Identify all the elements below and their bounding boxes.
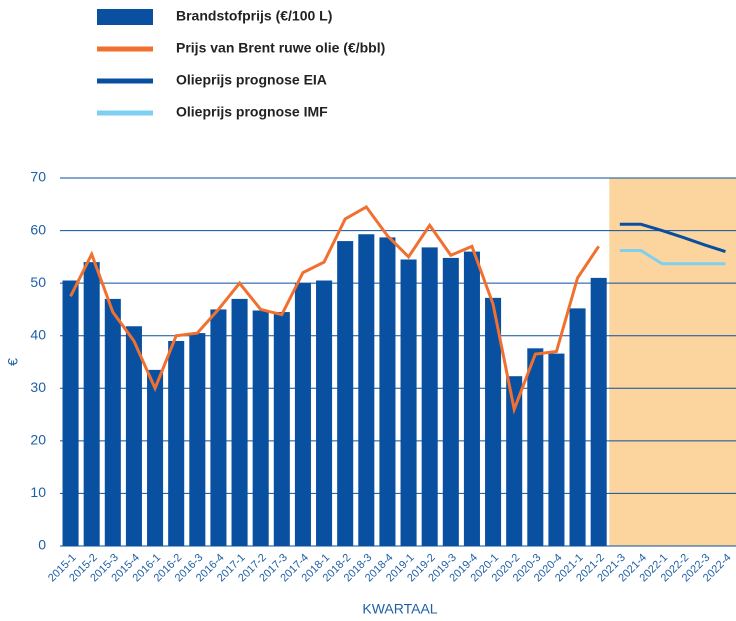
bar <box>379 237 396 547</box>
legend-label: Prijs van Brent ruwe olie (€/bbl) <box>176 40 385 56</box>
bar <box>231 298 248 546</box>
bar <box>104 298 121 546</box>
legend-label: Olieprijs prognose IMF <box>176 104 328 120</box>
x-axis-label: KWARTAAL <box>362 601 437 617</box>
bar <box>400 259 417 546</box>
y-tick-label: 0 <box>38 537 46 553</box>
y-tick-label: 40 <box>30 326 46 342</box>
bar <box>590 277 607 546</box>
bar <box>358 234 375 546</box>
bar <box>83 262 100 546</box>
y-tick-label: 20 <box>30 432 46 448</box>
bar <box>62 280 79 546</box>
bar <box>168 340 185 546</box>
legend-label: Olieprijs prognose EIA <box>176 72 327 88</box>
bar <box>548 353 565 546</box>
bar <box>569 308 586 546</box>
bar <box>294 283 311 546</box>
forecast-shade <box>609 178 736 546</box>
y-axis-label: € <box>5 358 21 366</box>
bar <box>189 333 206 546</box>
legend-label: Brandstofprijs (€/100 L) <box>176 8 332 24</box>
legend-swatch <box>97 9 153 25</box>
bar <box>252 310 269 546</box>
bar <box>421 247 438 546</box>
bar <box>210 309 227 546</box>
line <box>619 249 726 266</box>
bar <box>506 376 523 546</box>
bar <box>316 280 333 546</box>
bar <box>527 348 544 546</box>
bar <box>442 257 459 546</box>
line <box>619 222 726 254</box>
y-tick-label: 50 <box>30 274 46 290</box>
y-tick-label: 70 <box>30 169 46 185</box>
bar <box>485 297 502 546</box>
bar <box>273 312 290 546</box>
y-tick-label: 10 <box>30 484 46 500</box>
y-tick-label: 30 <box>30 379 46 395</box>
bar <box>337 241 354 547</box>
bar <box>125 326 142 546</box>
bar <box>147 369 164 546</box>
y-tick-label: 60 <box>30 221 46 237</box>
line <box>69 204 600 415</box>
bar <box>463 251 480 546</box>
